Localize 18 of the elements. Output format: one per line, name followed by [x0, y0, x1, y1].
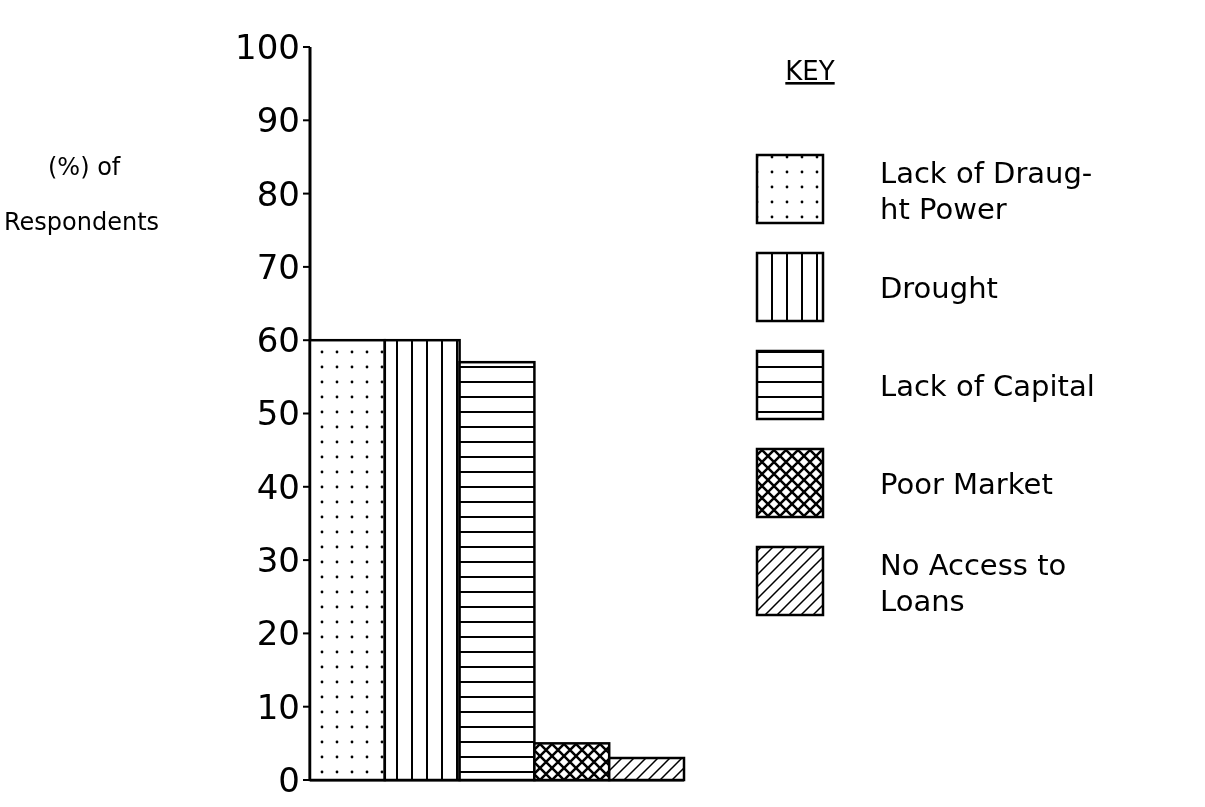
y-tick-label: 20	[256, 613, 300, 654]
y-tick-label: 80	[256, 173, 300, 214]
y-tick-label: 40	[256, 466, 300, 507]
y-tick-label: 10	[256, 686, 300, 727]
legend-label: Lack of Capital	[880, 369, 1095, 403]
legend-label: No Access to Loans	[880, 548, 1067, 618]
y-tick-label: 60	[256, 320, 300, 361]
y-tick-label: 30	[256, 540, 300, 580]
y-axis-title: (%) of Respondents	[4, 153, 160, 236]
y-tick-label: 50	[256, 393, 300, 434]
y-tick-label: 100	[235, 26, 300, 67]
legend-label: Lack of Draug- ht Power	[880, 156, 1093, 226]
y-tick-label: 90	[256, 100, 300, 141]
y-tick-label: 0	[278, 759, 300, 800]
legend-title: KEY	[785, 56, 835, 86]
legend-label: Drought	[880, 271, 998, 305]
legend-label: Poor Market	[880, 467, 1053, 501]
y-tick-label: 70	[256, 246, 300, 287]
